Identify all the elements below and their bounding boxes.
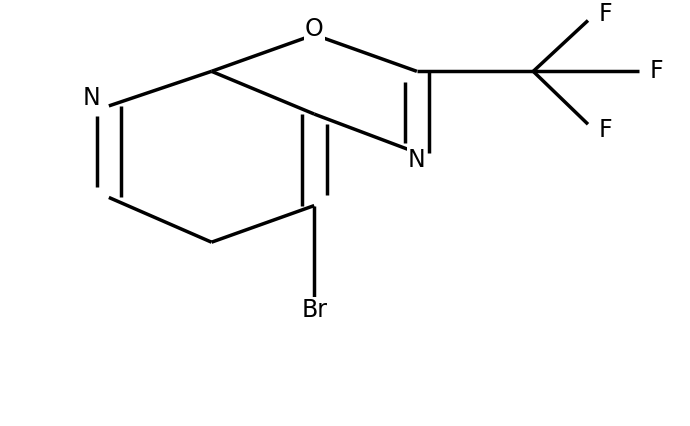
- Text: Br: Br: [302, 298, 327, 322]
- Text: O: O: [305, 17, 324, 41]
- Text: F: F: [598, 118, 612, 142]
- Text: N: N: [83, 86, 101, 110]
- Text: F: F: [598, 3, 612, 26]
- Text: N: N: [408, 148, 426, 172]
- Text: F: F: [649, 59, 663, 83]
